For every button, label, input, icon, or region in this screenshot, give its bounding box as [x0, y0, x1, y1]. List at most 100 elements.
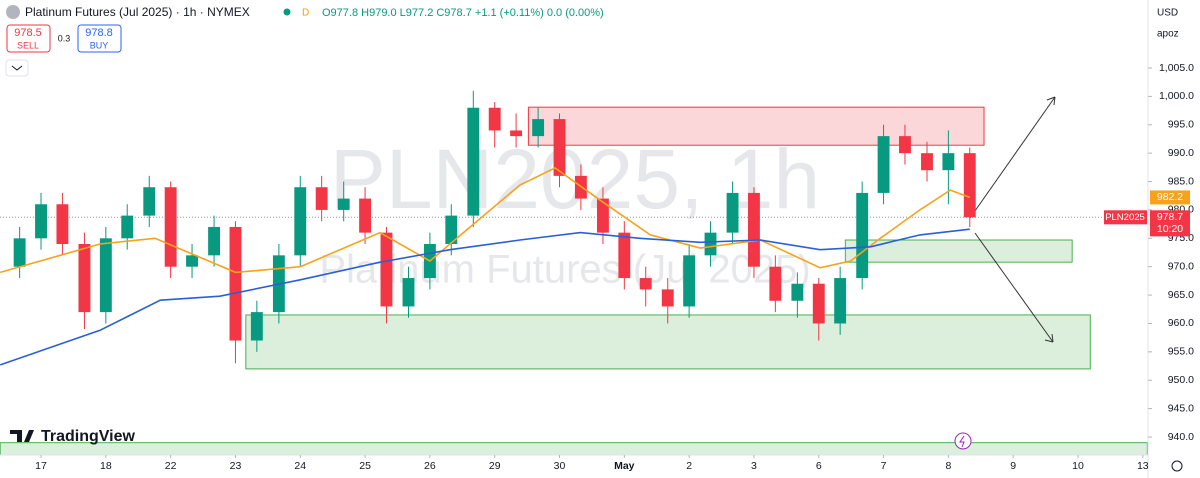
chevron — [11, 65, 23, 71]
candle-body — [445, 215, 458, 244]
ma-price-tag: 982.2 — [1157, 191, 1183, 203]
x-tick-label: 2 — [686, 460, 692, 472]
candle-body — [380, 232, 393, 307]
badge: D — [302, 8, 309, 19]
symbol-title[interactable]: Platinum Futures (Jul 2025) · 1h · NYMEX — [25, 5, 250, 19]
status-dot — [283, 8, 291, 16]
x-tick-label: 10 — [1072, 460, 1084, 472]
x-tick-label: 22 — [165, 460, 177, 472]
candle-body — [704, 232, 717, 256]
y-tick-label: 940.0 — [1168, 431, 1194, 443]
candle-body — [186, 255, 198, 267]
candle-body — [78, 243, 91, 313]
brand: TradingView — [10, 428, 136, 445]
x-tick-label: 25 — [359, 460, 371, 472]
candle-body — [294, 187, 307, 256]
x-tick-label: 8 — [945, 460, 951, 472]
x-tick-label: 30 — [554, 460, 566, 472]
sell-label: SELL — [17, 40, 39, 50]
settings-icon[interactable] — [1171, 460, 1183, 472]
arrow-up — [969, 96, 1056, 219]
x-tick-label: 23 — [230, 460, 242, 472]
event-icon[interactable] — [954, 432, 972, 450]
candle-body — [942, 153, 955, 171]
candle-body — [510, 130, 523, 137]
candle-body — [618, 232, 631, 279]
candle-body — [402, 278, 415, 307]
ticks: 1,005.01,000.0995.0990.0985.0980.0975.09… — [35, 62, 1194, 472]
collapse-button[interactable] — [5, 59, 29, 77]
zone — [0, 442, 1148, 456]
price-tag-bg — [1150, 210, 1190, 237]
header: Platinum Futures (Jul 2025) · 1h · NYMEX… — [5, 5, 1179, 77]
candle-body — [229, 226, 242, 341]
candle-body — [143, 187, 156, 216]
candle-body — [963, 153, 976, 218]
candle-body — [359, 198, 372, 233]
brand-logo — [10, 430, 34, 442]
candle-body — [13, 238, 26, 267]
candle-body — [121, 215, 134, 239]
candle-body — [467, 107, 480, 216]
candle-body — [337, 198, 350, 210]
sell-button[interactable] — [6, 24, 51, 53]
x-tick-label: 24 — [294, 460, 306, 472]
y-tick-label: 960.0 — [1168, 317, 1194, 329]
symbol-tag: PLN2025 — [1105, 212, 1145, 223]
buy-price: 978.8 — [85, 27, 113, 39]
candle-body — [834, 278, 847, 324]
candle-body — [488, 107, 501, 131]
y-tick-label: 985.0 — [1168, 175, 1194, 187]
price-axis — [1148, 0, 1200, 478]
candle-body — [553, 119, 566, 176]
brand-name: TradingView — [41, 428, 136, 445]
ohlc: O977.8 H979.0 L977.2 C978.7 +1.1 (+0.11%… — [322, 7, 604, 19]
candle-body — [56, 204, 69, 244]
x-tick-label: 3 — [751, 460, 757, 472]
candle-body — [661, 289, 674, 307]
candle-body — [596, 198, 609, 233]
scale-mode[interactable]: apoz — [1157, 29, 1179, 40]
buy-button[interactable] — [77, 24, 122, 53]
arrow-head — [1046, 96, 1056, 106]
candle-body — [726, 192, 739, 233]
candle-body — [856, 192, 869, 279]
x-tick-label: 6 — [816, 460, 822, 472]
y-tick-label: 955.0 — [1168, 346, 1194, 358]
candle-body — [812, 283, 825, 324]
x-tick-label: 9 — [1010, 460, 1016, 472]
watermark-name: Platinum Futures (Jul 2025) — [319, 248, 810, 292]
sell-price: 978.5 — [14, 27, 42, 39]
countdown: 10:20 — [1157, 223, 1183, 235]
candle-body — [769, 266, 782, 301]
x-tick-label: 26 — [424, 460, 436, 472]
candle-body — [99, 238, 112, 313]
event-bolt — [959, 435, 965, 448]
y-tick-label: 990.0 — [1168, 147, 1194, 159]
currency[interactable]: USD — [1157, 8, 1178, 19]
candle-body — [791, 283, 804, 301]
y-tick-label: 965.0 — [1168, 289, 1194, 301]
x-tick-label: May — [614, 460, 635, 472]
arrow-down — [974, 232, 1054, 343]
last-price: 978.7 — [1157, 211, 1183, 223]
arrow-head — [1044, 333, 1054, 343]
x-tick-label: 13 — [1137, 460, 1149, 472]
x-tick-label: 29 — [489, 460, 501, 472]
symbol-icon — [6, 5, 20, 19]
y-tick-label: 970.0 — [1168, 260, 1194, 272]
candle-body — [250, 312, 263, 341]
y-tick-label: 950.0 — [1168, 374, 1194, 386]
moving-average — [0, 228, 970, 366]
candle-body — [877, 136, 890, 193]
x-tick-label: 17 — [35, 460, 47, 472]
candle-body — [164, 187, 177, 267]
ma-price-tag-bg — [1150, 190, 1190, 205]
zone — [844, 239, 1073, 263]
candle-body — [899, 136, 911, 154]
zone — [245, 314, 1091, 370]
candle-body — [921, 153, 933, 171]
buy-label: BUY — [90, 40, 109, 50]
symbol-tag-bg — [1104, 210, 1147, 225]
